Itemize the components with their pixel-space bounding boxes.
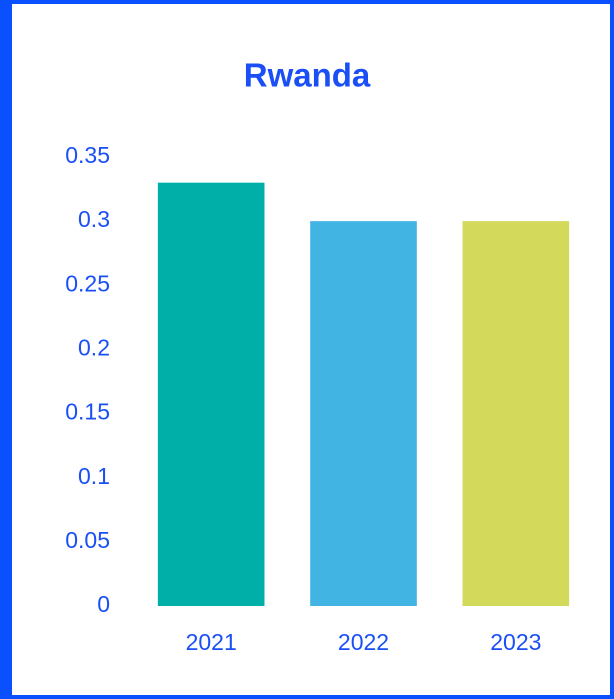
y-tick-label: 0.15	[65, 399, 110, 425]
y-tick-label: 0.2	[78, 335, 110, 361]
chart: Rwanda 0 0.05 0.1 0.15 0.2 0.25 0.3 0.35 2021 202…	[12, 4, 610, 695]
y-tick-label: 0.25	[65, 270, 110, 296]
y-tick-label: 0.1	[78, 463, 110, 489]
chart-title: Rwanda	[244, 57, 371, 94]
x-tick-label: 2021	[186, 629, 237, 655]
bar	[310, 221, 417, 606]
y-tick-label: 0.05	[65, 527, 110, 553]
y-tick-label: 0.35	[65, 142, 110, 168]
bar	[157, 182, 265, 606]
bar	[462, 221, 570, 606]
x-tick-label: 2022	[338, 629, 389, 655]
y-tick-label: 0.3	[78, 206, 110, 232]
y-tick-label: 0	[97, 591, 110, 617]
x-tick-label: 2023	[490, 629, 541, 655]
